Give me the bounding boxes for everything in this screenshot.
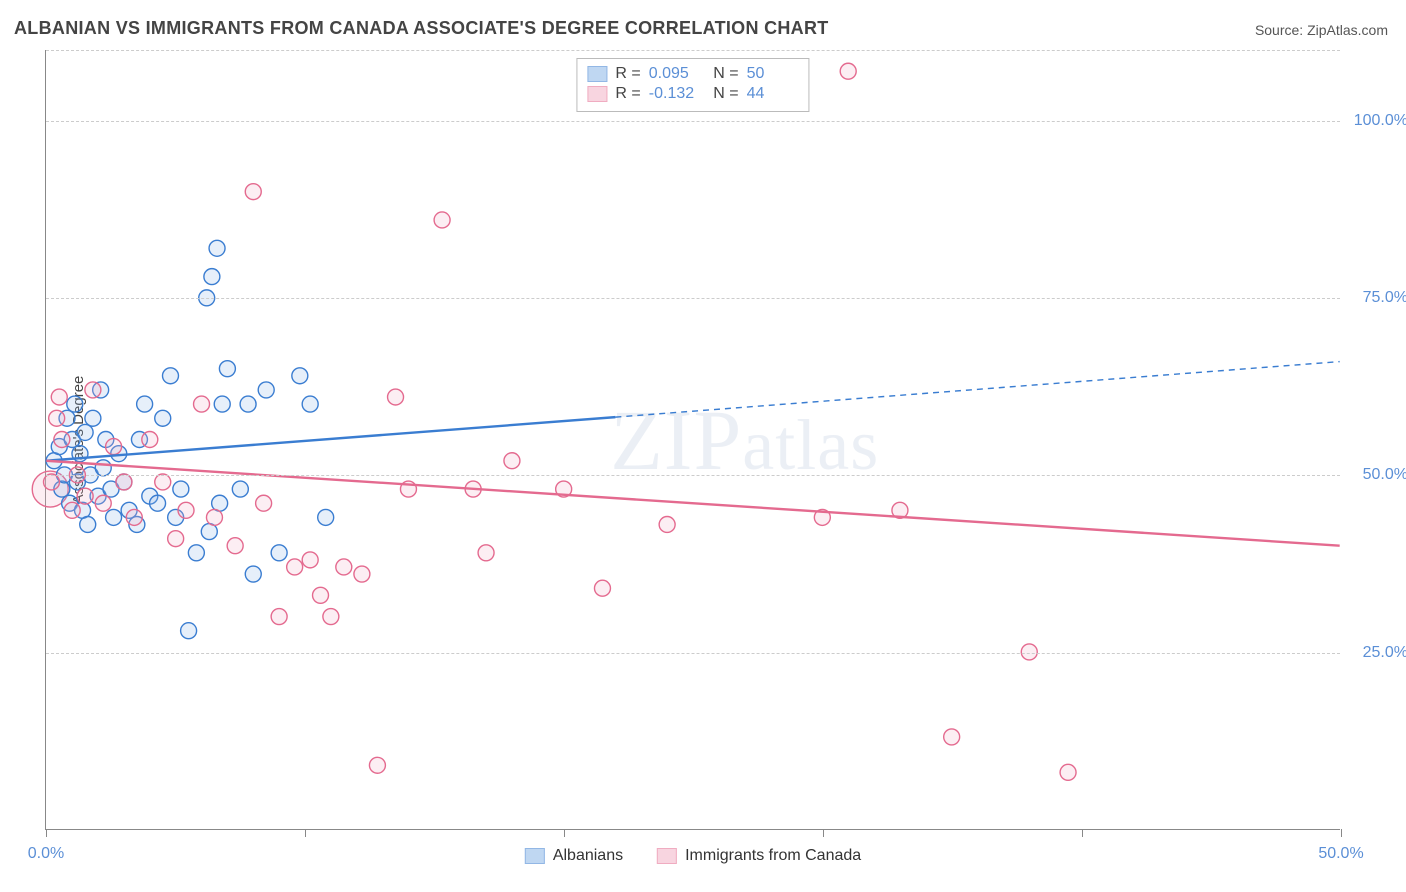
chart-title: ALBANIAN VS IMMIGRANTS FROM CANADA ASSOC… <box>14 18 829 39</box>
x-tick <box>305 829 306 837</box>
y-tick-label: 75.0% <box>1363 289 1406 307</box>
grid-line <box>46 298 1340 299</box>
x-tick <box>564 829 565 837</box>
stat-r-label: R = <box>615 85 640 103</box>
stat-n-label: N = <box>709 85 739 103</box>
x-tick <box>46 829 47 837</box>
stat-r-value: 0.095 <box>649 65 701 83</box>
grid-line <box>46 653 1340 654</box>
legend-item: Immigrants from Canada <box>657 847 861 865</box>
chart-plot-area: Associate's Degree ZIPatlas R =0.095 N =… <box>45 50 1340 830</box>
legend-item: Albanians <box>525 847 623 865</box>
stat-n-value: 44 <box>747 85 799 103</box>
stats-row: R = 0.095 N = 50 <box>587 65 798 83</box>
source-label: Source: ZipAtlas.com <box>1255 22 1388 38</box>
legend-swatch <box>657 848 677 864</box>
stat-n-label: N = <box>709 65 739 83</box>
stat-n-value: 50 <box>747 65 799 83</box>
legend: Albanians Immigrants from Canada <box>525 847 861 865</box>
stats-box: R = 0.095 N = 50 R = -0.132 N = 44 <box>576 58 809 112</box>
legend-swatch <box>587 66 607 82</box>
grid-line <box>46 121 1340 122</box>
grid-line <box>46 475 1340 476</box>
legend-label: Immigrants from Canada <box>685 847 861 865</box>
y-tick-label: 100.0% <box>1354 112 1406 130</box>
x-tick-label: 50.0% <box>1318 845 1363 863</box>
x-tick <box>1341 829 1342 837</box>
regression-lines <box>46 50 1340 829</box>
legend-label: Albanians <box>553 847 623 865</box>
y-tick-label: 50.0% <box>1363 466 1406 484</box>
x-tick-label: 0.0% <box>28 845 64 863</box>
stat-r-label: R = <box>615 65 640 83</box>
x-tick <box>823 829 824 837</box>
stat-r-value: -0.132 <box>649 85 701 103</box>
grid-line <box>46 50 1340 51</box>
legend-swatch <box>525 848 545 864</box>
x-tick <box>1082 829 1083 837</box>
legend-swatch <box>587 86 607 102</box>
stats-row: R = -0.132 N = 44 <box>587 85 798 103</box>
y-tick-label: 25.0% <box>1363 644 1406 662</box>
